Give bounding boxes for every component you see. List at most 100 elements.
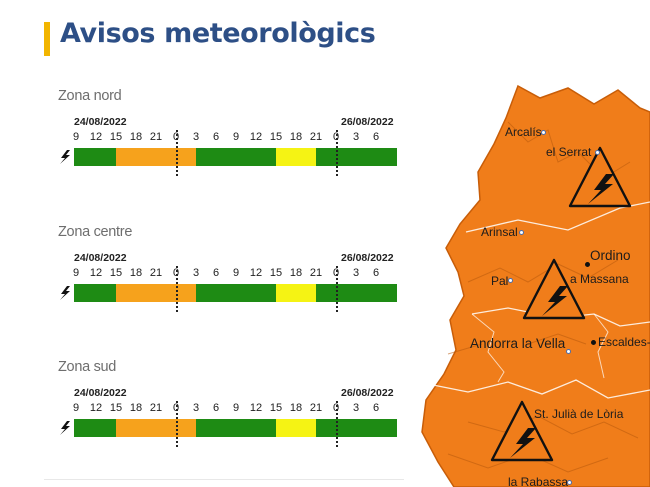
date-start: 24/08/2022 — [74, 252, 127, 264]
hour-label: 3 — [352, 131, 360, 143]
warning-segment-green[interactable] — [316, 284, 397, 302]
warning-segment-green[interactable] — [74, 284, 116, 302]
lightning-icon — [60, 421, 70, 435]
hour-label: 12 — [89, 402, 103, 414]
hour-label: 15 — [269, 131, 283, 143]
warning-segment-yellow[interactable] — [276, 284, 316, 302]
place-la-massana: a Massana — [570, 272, 629, 286]
hour-label: 15 — [269, 267, 283, 279]
hour-label: 3 — [352, 402, 360, 414]
warning-timeline-bar[interactable] — [74, 148, 397, 166]
place-arcalis: Arcalís — [505, 125, 542, 139]
title-accent-bar — [44, 22, 50, 56]
thunderstorm-warning-icon[interactable] — [522, 258, 586, 320]
warning-segment-orange[interactable] — [116, 284, 196, 302]
place-andorra-la-vella: Andorra la Vella — [470, 336, 566, 351]
hour-label: 21 — [309, 131, 323, 143]
date-start: 24/08/2022 — [74, 387, 127, 399]
footer-divider — [44, 479, 404, 480]
hour-label: 6 — [372, 131, 380, 143]
date-start: 24/08/2022 — [74, 116, 127, 128]
warning-segment-green[interactable] — [316, 148, 397, 166]
date-end: 26/08/2022 — [341, 387, 394, 399]
hour-label: 6 — [212, 131, 220, 143]
hour-label: 15 — [109, 267, 123, 279]
date-end: 26/08/2022 — [341, 116, 394, 128]
hour-labels: 9 12 15 18 21 0 3 6 9 12 15 18 21 0 3 6 — [56, 131, 401, 145]
hour-labels: 9 12 15 18 21 0 3 6 9 12 15 18 21 0 3 6 — [56, 267, 401, 281]
hour-label: 21 — [149, 267, 163, 279]
warning-timeline-bar[interactable] — [74, 419, 397, 437]
andorra-warning-map[interactable]: Arcalís el Serrat Arinsal Ordino a Massa… — [408, 82, 650, 487]
hour-label: 6 — [212, 402, 220, 414]
lightning-icon — [60, 150, 70, 164]
place-ordino: Ordino — [590, 248, 631, 263]
warning-segment-orange[interactable] — [116, 419, 196, 437]
town-dot-ordino — [585, 262, 590, 267]
hour-label: 21 — [149, 402, 163, 414]
hour-label: 9 — [232, 402, 240, 414]
place-arinsal: Arinsal — [481, 225, 518, 239]
town-dot-la-rabassa — [567, 480, 572, 485]
warning-segment-yellow[interactable] — [276, 419, 316, 437]
warning-segment-green[interactable] — [74, 148, 116, 166]
hour-label: 15 — [269, 402, 283, 414]
warning-segment-orange[interactable] — [116, 148, 196, 166]
hour-label: 3 — [352, 267, 360, 279]
hour-label: 21 — [309, 402, 323, 414]
town-dot-escaldes — [591, 340, 596, 345]
hour-label: 9 — [232, 267, 240, 279]
hour-label: 9 — [232, 131, 240, 143]
warning-segment-green[interactable] — [74, 419, 116, 437]
hour-label: 9 — [72, 131, 80, 143]
zone-title: Zona nord — [58, 88, 122, 104]
hour-label: 12 — [249, 267, 263, 279]
date-end: 26/08/2022 — [341, 252, 394, 264]
day-divider-25 — [176, 401, 178, 447]
place-la-rabassa: la Rabassa — [508, 475, 569, 487]
map-shape — [421, 84, 650, 487]
place-escaldes: Escaldes- — [598, 335, 650, 349]
zone-title: Zona centre — [58, 224, 133, 240]
place-pal: Pal — [491, 274, 509, 288]
warning-segment-yellow[interactable] — [276, 148, 316, 166]
place-el-serrat: el Serrat — [546, 145, 592, 159]
day-divider-26 — [336, 130, 338, 176]
hour-label: 3 — [192, 402, 200, 414]
warning-segment-green[interactable] — [196, 284, 276, 302]
hour-label: 18 — [289, 267, 303, 279]
hour-label: 15 — [109, 402, 123, 414]
hour-label: 6 — [372, 402, 380, 414]
town-dot-andorra-la-vella — [566, 349, 571, 354]
day-divider-26 — [336, 266, 338, 312]
hour-label: 18 — [129, 267, 143, 279]
hour-label: 12 — [249, 402, 263, 414]
hour-label: 18 — [289, 131, 303, 143]
page-title: Avisos meteorològics — [60, 18, 376, 49]
town-dot-arinsal — [519, 230, 524, 235]
hour-label: 12 — [89, 131, 103, 143]
hour-label: 18 — [129, 402, 143, 414]
warning-segment-green[interactable] — [196, 148, 276, 166]
warning-segment-green[interactable] — [316, 419, 397, 437]
hour-label: 9 — [72, 402, 80, 414]
hour-label: 6 — [372, 267, 380, 279]
hour-label: 15 — [109, 131, 123, 143]
zone-centre: Zona centre 24/08/2022 26/08/2022 9 12 15 1… — [56, 224, 401, 334]
hour-label: 12 — [249, 131, 263, 143]
thunderstorm-warning-icon[interactable] — [568, 146, 632, 208]
hour-label: 6 — [212, 267, 220, 279]
place-sant-julia: St. Julià de Lòria — [534, 407, 624, 421]
warning-timeline-bar[interactable] — [74, 284, 397, 302]
town-dot-pal — [508, 278, 513, 283]
hour-label: 18 — [129, 131, 143, 143]
hour-label: 21 — [309, 267, 323, 279]
hour-label: 18 — [289, 402, 303, 414]
warning-segment-green[interactable] — [196, 419, 276, 437]
hour-label: 12 — [89, 267, 103, 279]
hour-label: 9 — [72, 267, 80, 279]
lightning-icon — [60, 286, 70, 300]
thunderstorm-warning-icon[interactable] — [490, 400, 554, 462]
town-dot-el-serrat — [595, 150, 600, 155]
day-divider-25 — [176, 130, 178, 176]
